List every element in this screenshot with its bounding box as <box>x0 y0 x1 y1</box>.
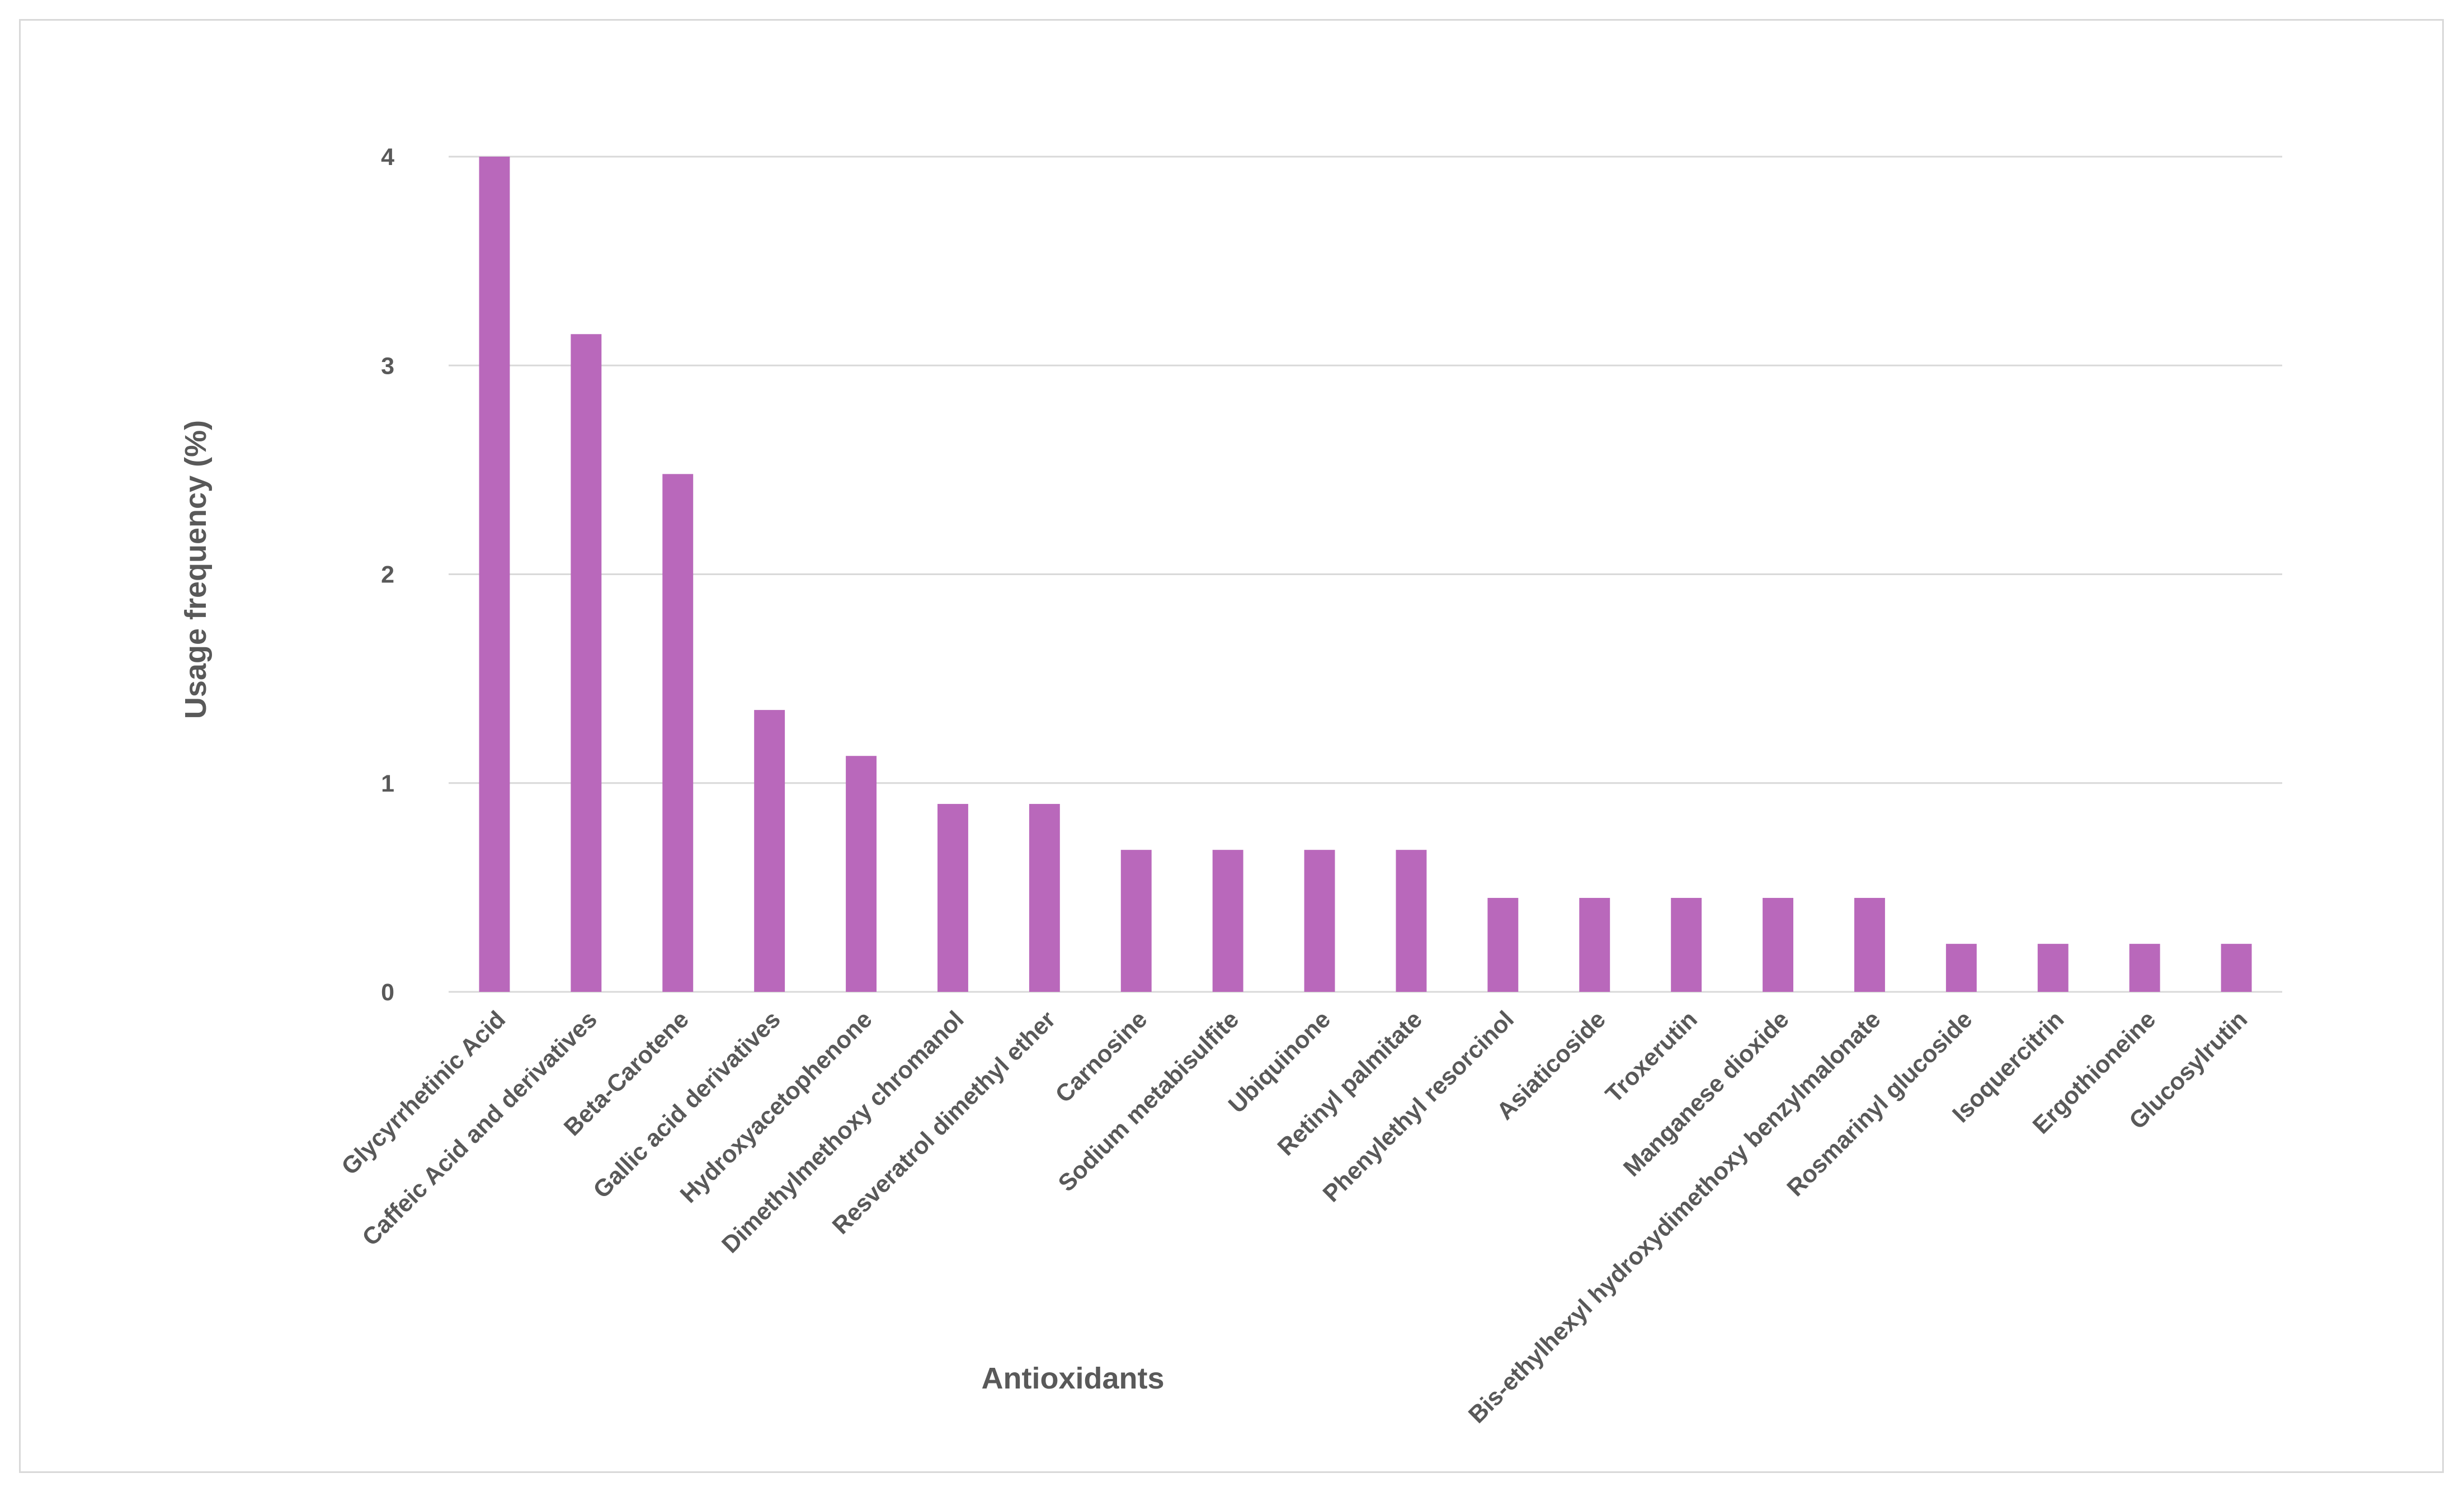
bar[interactable]: Glucosylrutin: 0.23 <box>2221 944 2252 992</box>
y-axis-ticks: 0 1 2 3 4 <box>381 144 394 1006</box>
bar[interactable]: Retinyl palmitate: 0.68 <box>1396 850 1427 992</box>
bar[interactable]: Resveratrol dimethyl ether: 0.9 <box>1029 804 1060 992</box>
bar[interactable]: Gallic acid derivatives: 1.35 <box>754 710 785 992</box>
bar[interactable]: Hydroxyacetophenone: 1.13 <box>846 756 877 992</box>
gridlines <box>449 156 2282 993</box>
x-category-label: Manganese dioxide <box>1618 1006 1794 1182</box>
x-category-label: Hydroxyacetophenone <box>675 1006 878 1208</box>
bar[interactable]: Rosmarinyl glucoside: 0.23 <box>1945 944 1977 992</box>
y-tick-label: 3 <box>381 352 394 379</box>
x-category-label: Troxerutin <box>1600 1006 1703 1108</box>
bar[interactable]: Beta-Carotene: 2.48 <box>662 474 694 992</box>
bar[interactable]: Sodium metabisulfite: 0.68 <box>1212 850 1243 992</box>
y-tick-label: 2 <box>381 562 394 589</box>
bar[interactable]: Manganese dioxide: 0.45 <box>1763 898 1794 992</box>
bars: Glycyrrhetinic Acid: 4 Caffeic Acid and d… <box>479 157 2252 992</box>
x-category-label: Bis-ethylhexyl hydroxydimethoxy benzylma… <box>1463 1006 1886 1428</box>
x-category-label: Phenylethyl resorcinol <box>1318 1006 1519 1207</box>
bar[interactable]: Bis-ethylhexyl hydroxydimethoxy benzylma… <box>1854 898 1885 992</box>
y-tick-label: 4 <box>381 144 394 171</box>
bar[interactable]: Asiaticoside: 0.45 <box>1579 898 1610 992</box>
chart-frame <box>19 19 2444 1473</box>
bar[interactable]: Glycyrrhetinic Acid: 4 <box>479 157 510 992</box>
x-category-label: Glycyrrhetinic Acid <box>336 1006 511 1180</box>
bar[interactable]: Isoquercitrin: 0.23 <box>2037 944 2069 992</box>
bar[interactable]: Dimethylmethoxy chromanol: 0.9 <box>937 804 968 992</box>
x-category-label: Rosmarinyl glucoside <box>1782 1006 1978 1202</box>
x-category-label: Sodium metabisulfite <box>1053 1006 1244 1197</box>
bar[interactable]: Troxerutin: 0.45 <box>1671 898 1702 992</box>
bar[interactable]: Caffeic Acid and derivatives: 3.15 <box>571 334 602 992</box>
y-axis-title: Usage frequency (%) <box>179 420 213 719</box>
bar[interactable]: Phenylethyl resorcinol: 0.45 <box>1487 898 1519 992</box>
x-axis-title: Antioxidants <box>981 1362 1164 1395</box>
bar[interactable]: Ergothioneine: 0.23 <box>2129 944 2160 992</box>
bar[interactable]: Ubiquinone: 0.68 <box>1304 850 1335 992</box>
x-category-label: Carnosine <box>1050 1006 1153 1108</box>
y-tick-label: 0 <box>381 979 394 1006</box>
x-category-label: Gallic acid derivatives <box>588 1006 785 1203</box>
y-tick-label: 1 <box>381 770 394 797</box>
bar[interactable]: Carnosine: 0.68 <box>1120 850 1152 992</box>
